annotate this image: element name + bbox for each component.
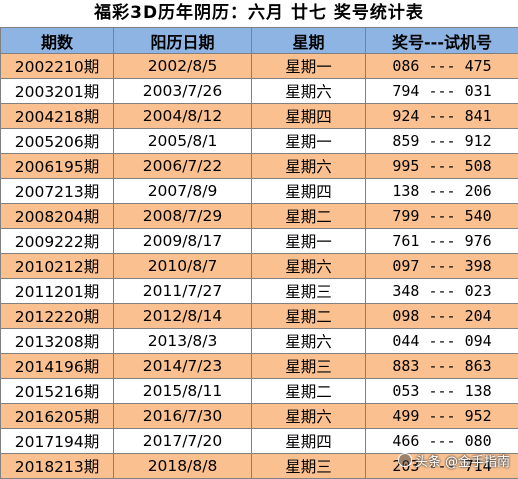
cell-period: 2009222期 bbox=[1, 229, 114, 254]
cell-date: 2002/8/5 bbox=[114, 54, 252, 79]
cell-weekday: 星期四 bbox=[252, 179, 366, 204]
cell-numbers: 466 --- 080 bbox=[366, 429, 518, 454]
cell-date: 2006/7/22 bbox=[114, 154, 252, 179]
cell-numbers: 098 --- 204 bbox=[366, 304, 518, 329]
cell-weekday: 星期六 bbox=[252, 79, 366, 104]
cell-numbers: 794 --- 031 bbox=[366, 79, 518, 104]
cell-period: 2011201期 bbox=[1, 279, 114, 304]
cell-weekday: 星期六 bbox=[252, 404, 366, 429]
cell-period: 2005206期 bbox=[1, 129, 114, 154]
cell-weekday: 星期一 bbox=[252, 229, 366, 254]
cell-period: 2017194期 bbox=[1, 429, 114, 454]
cell-date: 2017/7/20 bbox=[114, 429, 252, 454]
cell-period: 2007213期 bbox=[1, 179, 114, 204]
cell-date: 2011/7/27 bbox=[114, 279, 252, 304]
cell-weekday: 星期四 bbox=[252, 429, 366, 454]
cell-date: 2010/8/7 bbox=[114, 254, 252, 279]
cell-weekday: 星期二 bbox=[252, 304, 366, 329]
cell-date: 2014/7/23 bbox=[114, 354, 252, 379]
cell-period: 2015216期 bbox=[1, 379, 114, 404]
cell-weekday: 星期六 bbox=[252, 154, 366, 179]
cell-numbers: 138 --- 206 bbox=[366, 179, 518, 204]
cell-numbers: 995 --- 508 bbox=[366, 154, 518, 179]
cell-date: 2004/8/12 bbox=[114, 104, 252, 129]
cell-date: 2018/8/8 bbox=[114, 454, 252, 479]
cell-weekday: 星期三 bbox=[252, 354, 366, 379]
cell-numbers: 053 --- 138 bbox=[366, 379, 518, 404]
cell-date: 2003/7/26 bbox=[114, 79, 252, 104]
cell-period: 2014196期 bbox=[1, 354, 114, 379]
cell-numbers: 761 --- 976 bbox=[366, 229, 518, 254]
cell-weekday: 星期三 bbox=[252, 454, 366, 479]
header-row: 期数 阳历日期 星期 奖号---试机号 bbox=[1, 28, 518, 54]
cell-period: 2010212期 bbox=[1, 254, 114, 279]
cell-numbers: 348 --- 023 bbox=[366, 279, 518, 304]
cell-date: 2015/8/11 bbox=[114, 379, 252, 404]
cell-period: 2013208期 bbox=[1, 329, 114, 354]
cell-date: 2007/8/9 bbox=[114, 179, 252, 204]
cell-numbers: 203 --- 714 bbox=[366, 454, 518, 479]
cell-date: 2012/8/14 bbox=[114, 304, 252, 329]
sheet-title: 福彩3D历年阴历：六月 廿七 奖号统计表 bbox=[0, 0, 518, 27]
cell-weekday: 星期六 bbox=[252, 254, 366, 279]
cell-date: 2016/7/30 bbox=[114, 404, 252, 429]
header-date: 阳历日期 bbox=[114, 28, 252, 54]
cell-weekday: 星期二 bbox=[252, 204, 366, 229]
cell-weekday: 星期一 bbox=[252, 129, 366, 154]
cell-date: 2005/8/1 bbox=[114, 129, 252, 154]
cell-date: 2008/7/29 bbox=[114, 204, 252, 229]
cell-weekday: 星期六 bbox=[252, 329, 366, 354]
cell-numbers: 883 --- 863 bbox=[366, 354, 518, 379]
header-weekday: 星期 bbox=[252, 28, 366, 54]
cell-weekday: 星期一 bbox=[252, 54, 366, 79]
cell-numbers: 799 --- 540 bbox=[366, 204, 518, 229]
cell-numbers: 924 --- 841 bbox=[366, 104, 518, 129]
cell-numbers: 499 --- 952 bbox=[366, 404, 518, 429]
cell-numbers: 044 --- 094 bbox=[366, 329, 518, 354]
cell-numbers: 086 --- 475 bbox=[366, 54, 518, 79]
cell-date: 2009/8/17 bbox=[114, 229, 252, 254]
cell-weekday: 星期二 bbox=[252, 379, 366, 404]
header-numbers: 奖号---试机号 bbox=[366, 28, 518, 54]
cell-period: 2003201期 bbox=[1, 79, 114, 104]
cell-period: 2004218期 bbox=[1, 104, 114, 129]
cell-period: 2016205期 bbox=[1, 404, 114, 429]
cell-weekday: 星期四 bbox=[252, 104, 366, 129]
cell-numbers: 097 --- 398 bbox=[366, 254, 518, 279]
cell-period: 2012220期 bbox=[1, 304, 114, 329]
header-period: 期数 bbox=[1, 28, 114, 54]
cell-period: 2002210期 bbox=[1, 54, 114, 79]
cell-numbers: 859 --- 912 bbox=[366, 129, 518, 154]
cell-period: 2008204期 bbox=[1, 204, 114, 229]
cell-date: 2013/8/3 bbox=[114, 329, 252, 354]
cell-weekday: 星期三 bbox=[252, 279, 366, 304]
cell-period: 2018213期 bbox=[1, 454, 114, 479]
cell-period: 2006195期 bbox=[1, 154, 114, 179]
